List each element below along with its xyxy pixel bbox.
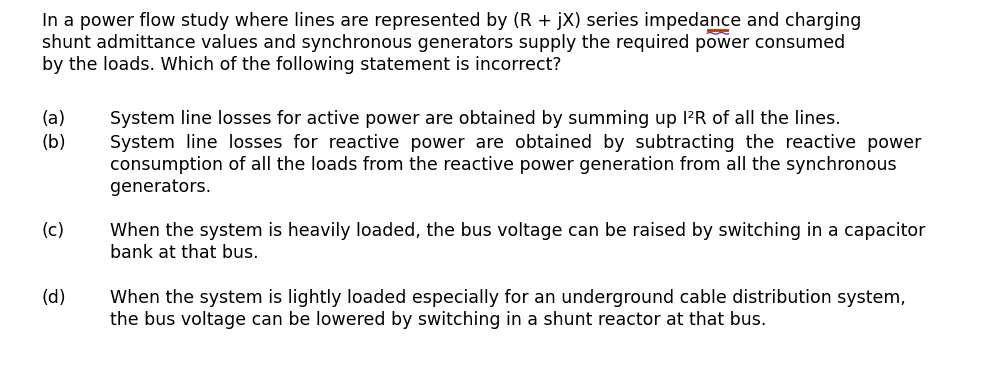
Text: the bus voltage can be lowered by switching in a shunt reactor at that bus.: the bus voltage can be lowered by switch… xyxy=(110,311,766,329)
Text: When the system is heavily loaded, the bus voltage can be raised by switching in: When the system is heavily loaded, the b… xyxy=(110,222,925,240)
Text: In a power flow study where lines are represented by (R + jX) series impedance a: In a power flow study where lines are re… xyxy=(42,12,861,30)
Text: (b): (b) xyxy=(42,134,67,152)
Text: bank at that bus.: bank at that bus. xyxy=(110,244,258,262)
Text: generators.: generators. xyxy=(110,178,212,196)
Text: (c): (c) xyxy=(42,222,65,240)
Text: shunt admittance values and synchronous generators supply the required power con: shunt admittance values and synchronous … xyxy=(42,34,845,52)
Text: (d): (d) xyxy=(42,289,67,307)
Text: by the loads. Which of the following statement is incorrect?: by the loads. Which of the following sta… xyxy=(42,56,562,74)
Text: When the system is lightly loaded especially for an underground cable distributi: When the system is lightly loaded especi… xyxy=(110,289,906,307)
Text: System  line  losses  for  reactive  power  are  obtained  by  subtracting  the : System line losses for reactive power ar… xyxy=(110,134,921,152)
Text: System line losses for active power are obtained by summing up I²R of all the li: System line losses for active power are … xyxy=(110,110,840,128)
Text: consumption of all the loads from the reactive power generation from all the syn: consumption of all the loads from the re… xyxy=(110,156,896,174)
Text: (a): (a) xyxy=(42,110,66,128)
